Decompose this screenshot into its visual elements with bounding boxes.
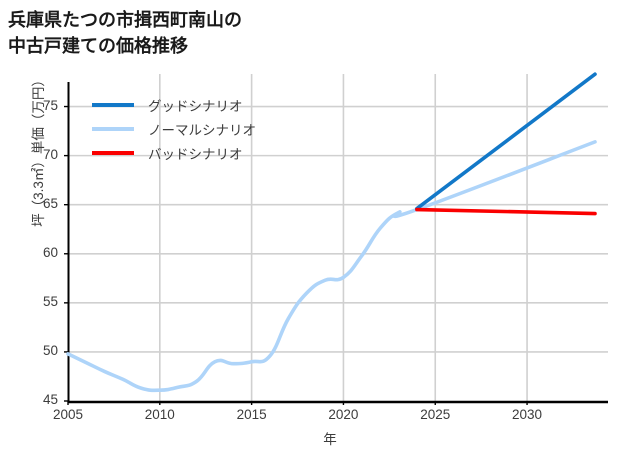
x-axis-title: 年 xyxy=(323,432,337,447)
x-axis-tick-label: 2030 xyxy=(512,407,543,422)
y-axis-tick-label: 60 xyxy=(42,244,58,260)
x-axis-tick-label: 2025 xyxy=(420,407,451,422)
legend-item[interactable]: グッドシナリオ xyxy=(92,93,322,117)
x-axis-tick-label: 2010 xyxy=(144,407,175,422)
legend-item[interactable]: バッドシナリオ xyxy=(92,141,322,165)
series-line-グッドシナリオ xyxy=(415,72,597,211)
x-axis-tick-marks xyxy=(67,401,528,405)
series-line-バッドシナリオ xyxy=(415,207,597,216)
y-axis-tick-label: 50 xyxy=(42,342,58,358)
page-title: 兵庫県たつの市揖西町南山の 中古戸建ての価格推移 xyxy=(8,10,242,56)
y-axis-tick-label: 75 xyxy=(42,97,58,113)
y-axis-tick-label: 70 xyxy=(42,146,58,162)
data-series-group xyxy=(66,72,597,393)
series-line-ノーマルシナリオ xyxy=(66,140,597,393)
legend-label: グッドシナリオ xyxy=(148,99,243,114)
x-axis-tick-label: 2005 xyxy=(52,407,84,422)
legend-color-swatch xyxy=(92,127,134,131)
y-axis-tick-label: 65 xyxy=(42,195,58,211)
x-axis-tick-label: 2020 xyxy=(328,407,359,422)
legend-color-swatch xyxy=(92,103,134,107)
chart-legend: グッドシナリオ ノーマルシナリオ バッドシナリオ xyxy=(92,93,322,165)
x-axis-tick-label: 2015 xyxy=(236,407,267,422)
horizontal-gridlines xyxy=(68,105,608,353)
vertical-gridlines xyxy=(159,74,528,401)
legend-label: バッドシナリオ xyxy=(148,147,243,162)
plot-background xyxy=(68,82,595,401)
legend-color-swatch xyxy=(92,151,134,155)
y-axis-title: 坪（3.3㎡）単価（万円） xyxy=(31,73,46,227)
legend-item[interactable]: ノーマルシナリオ xyxy=(92,117,322,141)
y-axis-tick-marks xyxy=(64,105,68,402)
y-axis-tick-label: 55 xyxy=(42,293,58,309)
legend-label: ノーマルシナリオ xyxy=(148,123,256,138)
y-axis-tick-label: 45 xyxy=(42,392,58,407)
